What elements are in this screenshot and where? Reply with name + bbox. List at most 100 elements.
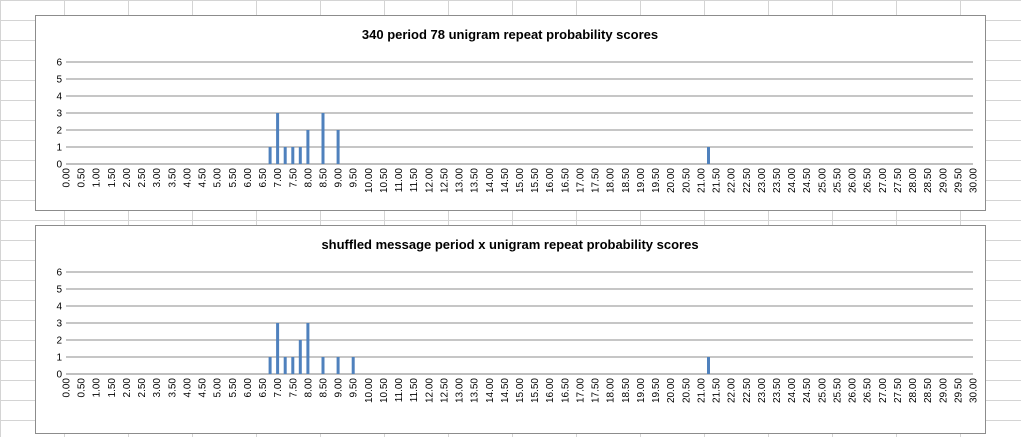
x-axis-ticks: 0.00 0.50 1.00 1.50 2.00 2.50 3.00 3.50 4.00 4.50… [62, 168, 980, 193]
bar [283, 357, 287, 374]
bar [276, 323, 280, 374]
chart-svg: 340 period 78 unigram repeat probability… [56, 27, 980, 193]
x-tick-label: 4.50 [198, 378, 209, 398]
x-tick-label: 24.00 [787, 168, 798, 193]
bar [707, 357, 710, 374]
bar [298, 147, 302, 164]
y-tick-label: 5 [56, 75, 62, 86]
x-tick-label: 19.50 [651, 168, 662, 193]
x-tick-label: 1.00 [92, 168, 103, 188]
x-tick-label: 12.00 [424, 168, 435, 193]
gridlines [66, 61, 973, 165]
x-tick-label: 25.50 [832, 378, 843, 403]
x-tick-label: 29.50 [953, 168, 964, 193]
x-tick-label: 2.00 [122, 378, 133, 398]
x-tick-label: 27.00 [878, 168, 889, 193]
x-tick-label: 9.50 [349, 168, 360, 188]
x-tick-label: 5.50 [228, 168, 239, 188]
x-tick-label: 12.00 [424, 378, 435, 403]
x-tick-label: 6.50 [258, 168, 269, 188]
x-tick-label: 23.00 [757, 378, 768, 403]
bar [321, 113, 325, 164]
x-tick-label: 29.00 [938, 168, 949, 193]
x-tick-label: 0.00 [62, 378, 73, 398]
x-tick-label: 11.50 [409, 168, 420, 193]
x-tick-label: 18.50 [621, 378, 632, 403]
x-tick-label: 28.50 [923, 168, 934, 193]
chart-panel-shuffled: shuffled message period x unigram repeat… [35, 225, 986, 434]
x-tick-label: 4.50 [198, 168, 209, 188]
x-tick-label: 25.50 [832, 168, 843, 193]
x-tick-label: 21.50 [712, 378, 723, 403]
bar [336, 357, 340, 374]
bar [291, 147, 295, 164]
x-tick-label: 1.50 [107, 378, 118, 398]
x-tick-label: 6.00 [243, 168, 254, 188]
x-tick-label: 13.50 [470, 378, 481, 403]
x-tick-label: 26.50 [863, 168, 874, 193]
x-tick-label: 14.50 [500, 378, 511, 403]
x-tick-label: 21.00 [696, 378, 707, 403]
x-tick-label: 5.00 [213, 168, 224, 188]
x-tick-label: 21.50 [712, 168, 723, 193]
x-tick-label: 17.00 [576, 168, 587, 193]
y-tick-label: 2 [56, 336, 62, 347]
x-tick-label: 19.50 [651, 378, 662, 403]
y-axis-ticks: 0 1 2 3 4 5 6 [56, 58, 62, 171]
y-tick-label: 6 [56, 58, 62, 69]
x-tick-label: 5.00 [213, 378, 224, 398]
x-tick-label: 24.00 [787, 378, 798, 403]
x-tick-label: 4.00 [182, 378, 193, 398]
bar [268, 357, 272, 374]
x-tick-label: 23.00 [757, 168, 768, 193]
chart-svg: shuffled message period x unigram repeat… [56, 237, 979, 403]
x-tick-label: 17.50 [591, 378, 602, 403]
x-tick-label: 14.50 [500, 168, 511, 193]
x-tick-label: 24.50 [802, 168, 813, 193]
bar [298, 340, 302, 374]
x-tick-label: 16.00 [545, 168, 556, 193]
x-tick-label: 18.00 [606, 378, 617, 403]
x-tick-label: 1.50 [107, 168, 118, 188]
x-tick-label: 27.50 [893, 168, 904, 193]
x-tick-label: 15.00 [515, 168, 526, 193]
x-tick-label: 11.50 [409, 378, 420, 403]
x-tick-label: 13.00 [455, 378, 466, 403]
x-tick-label: 17.50 [591, 168, 602, 193]
x-tick-label: 2.50 [137, 168, 148, 188]
y-tick-label: 0 [56, 160, 62, 171]
y-tick-label: 0 [56, 370, 62, 381]
x-tick-label: 19.00 [636, 378, 647, 403]
x-tick-label: 0.00 [62, 168, 73, 188]
x-tick-label: 8.00 [303, 378, 314, 398]
bar [707, 147, 710, 164]
x-tick-label: 18.00 [606, 168, 617, 193]
chart-title: shuffled message period x unigram repeat… [321, 237, 698, 252]
x-tick-label: 28.50 [923, 378, 934, 403]
x-tick-label: 13.50 [470, 168, 481, 193]
x-tick-label: 23.50 [772, 378, 783, 403]
x-tick-label: 29.00 [938, 378, 949, 403]
y-tick-label: 1 [56, 353, 62, 364]
x-tick-label: 27.50 [893, 378, 904, 403]
x-tick-label: 0.50 [77, 168, 88, 188]
bar [351, 357, 355, 374]
chart-title: 340 period 78 unigram repeat probability… [362, 27, 658, 42]
y-tick-label: 6 [56, 268, 62, 279]
gridlines [66, 271, 973, 375]
x-tick-label: 18.50 [621, 168, 632, 193]
x-tick-label: 26.50 [863, 378, 874, 403]
x-tick-label: 19.00 [636, 168, 647, 193]
x-tick-label: 3.50 [167, 378, 178, 398]
x-tick-label: 8.00 [303, 168, 314, 188]
x-tick-label: 9.50 [349, 378, 360, 398]
x-tick-label: 22.00 [727, 168, 738, 193]
x-tick-label: 25.00 [817, 168, 828, 193]
x-tick-label: 9.00 [334, 378, 345, 398]
x-tick-label: 20.00 [666, 168, 677, 193]
bar [336, 130, 340, 164]
y-axis-ticks: 0 1 2 3 4 5 6 [56, 268, 62, 381]
x-tick-label: 6.50 [258, 378, 269, 398]
x-tick-label: 13.00 [455, 168, 466, 193]
x-tick-label: 2.00 [122, 168, 133, 188]
